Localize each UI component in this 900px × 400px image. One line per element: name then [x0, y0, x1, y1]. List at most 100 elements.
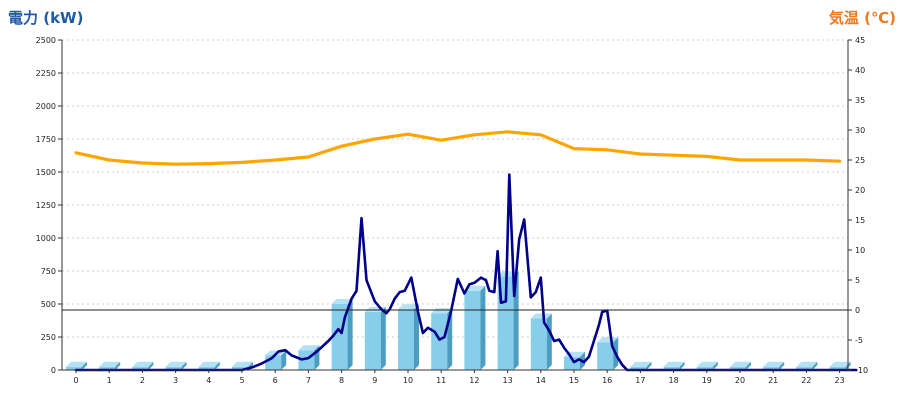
right-tick-label--10: -10	[855, 366, 868, 375]
x-tick-label-5: 5	[239, 376, 244, 385]
right-tick-label-20: 20	[855, 186, 865, 195]
bar-top	[331, 299, 353, 304]
left-tick-label-1750: 1750	[36, 135, 56, 144]
left-tick-label-2500: 2500	[36, 36, 56, 45]
x-tick-label-16: 16	[602, 376, 612, 385]
bar-front	[630, 366, 647, 370]
bar-side	[380, 306, 386, 370]
bar-top	[829, 361, 851, 367]
bar-front	[198, 366, 215, 370]
bar-12	[464, 285, 486, 370]
bar-top	[298, 345, 320, 351]
bar-side	[214, 361, 220, 370]
power-demand-line	[74, 173, 858, 372]
bar-0	[66, 361, 87, 370]
left-axis-title: 電力 (kW)	[8, 9, 83, 27]
x-tick-label-2: 2	[140, 376, 145, 385]
bar-1	[99, 361, 121, 370]
grid-lines	[62, 39, 848, 338]
bar-18	[663, 361, 685, 370]
left-tick-label-750: 750	[41, 267, 56, 276]
bar-21	[763, 361, 785, 370]
x-tick-label-21: 21	[768, 376, 778, 385]
bar-side	[480, 285, 486, 370]
bar-top	[796, 361, 818, 367]
right-tick-label--5: -5	[855, 336, 863, 345]
bar-top	[696, 361, 718, 367]
x-tick-label-11: 11	[436, 376, 446, 385]
left-tick-label-0: 0	[51, 366, 56, 375]
right-tick-label-45: 45	[855, 36, 865, 45]
bar-front	[696, 366, 713, 370]
bar-front	[232, 366, 248, 370]
right-tick-label-5: 5	[855, 276, 860, 285]
bar-19	[696, 361, 718, 370]
bar-17	[630, 361, 652, 370]
bar-front	[364, 311, 381, 370]
x-tick-label-6: 6	[273, 376, 278, 385]
bar-10	[398, 304, 419, 370]
x-tick-label-8: 8	[339, 376, 344, 385]
bar-front	[829, 366, 846, 370]
line-series	[74, 130, 858, 372]
bar-top	[165, 361, 187, 367]
bar-front	[66, 366, 82, 370]
x-tick-label-23: 23	[835, 376, 845, 385]
bar-2	[132, 361, 154, 370]
bar-front	[663, 366, 680, 370]
bar-side	[712, 361, 718, 370]
bar-22	[796, 361, 818, 370]
right-tick-label-30: 30	[855, 126, 865, 135]
bar-14	[530, 313, 552, 370]
bar-front	[597, 342, 614, 370]
right-tick-label-10: 10	[855, 246, 865, 255]
bar-front	[796, 366, 813, 370]
right-tick-label-25: 25	[855, 156, 865, 165]
bar-9	[364, 306, 386, 370]
bar-top	[630, 361, 652, 367]
bar-top	[132, 361, 154, 367]
x-tick-label-1: 1	[107, 376, 112, 385]
bar-front	[464, 290, 481, 370]
bar-top	[464, 285, 486, 291]
x-tick-label-10: 10	[403, 376, 413, 385]
left-tick-label-250: 250	[41, 333, 56, 342]
bar-top	[530, 313, 552, 319]
bar-side	[148, 361, 154, 370]
bar-front	[763, 366, 780, 370]
bar-side	[347, 299, 353, 370]
x-tick-label-4: 4	[206, 376, 211, 385]
bar-series	[66, 271, 851, 370]
bar-top	[597, 337, 619, 343]
bar-top	[198, 361, 220, 367]
bar-side	[82, 361, 87, 370]
left-tick-label-2250: 2250	[36, 69, 56, 78]
bar-front	[530, 318, 547, 370]
right-axis-title: 気温 (℃)	[829, 9, 896, 27]
bar-side	[281, 350, 287, 370]
x-tick-label-20: 20	[735, 376, 745, 385]
right-tick-label-15: 15	[855, 216, 865, 225]
bar-side	[546, 313, 552, 370]
bar-top	[663, 361, 685, 367]
x-tick-label-17: 17	[635, 376, 645, 385]
bar-20	[730, 361, 751, 370]
x-tick-label-19: 19	[702, 376, 712, 385]
x-tick-label-3: 3	[173, 376, 178, 385]
x-tick-label-12: 12	[469, 376, 479, 385]
bar-front	[431, 313, 448, 370]
bar-3	[165, 361, 187, 370]
bar-4	[198, 361, 220, 370]
x-tick-label-0: 0	[73, 376, 78, 385]
bar-front	[99, 366, 116, 370]
left-tick-label-500: 500	[41, 300, 56, 309]
bar-side	[779, 361, 785, 370]
x-tick-label-18: 18	[669, 376, 679, 385]
left-tick-label-2000: 2000	[36, 102, 56, 111]
bar-top	[232, 361, 253, 367]
bar-top	[763, 361, 785, 367]
right-tick-label-0: 0	[855, 306, 860, 315]
x-tick-label-13: 13	[503, 376, 513, 385]
plot-area: 02505007501000125015001750200022502500-1…	[36, 36, 868, 385]
